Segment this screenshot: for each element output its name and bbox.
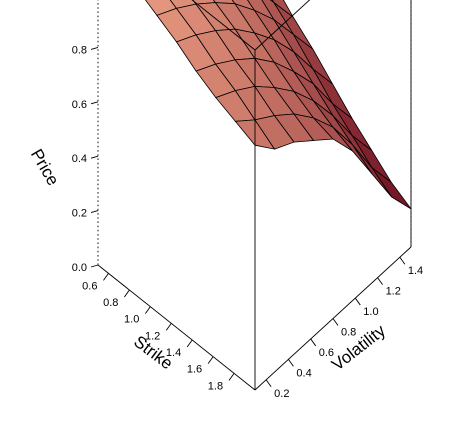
strike-tick-label: 1.6 (187, 364, 202, 376)
vol-tick-label: 0.6 (319, 347, 334, 359)
vol-tick-label: 0.8 (341, 327, 356, 339)
vol-tick (265, 379, 272, 388)
strike-tick (144, 306, 151, 314)
z-tick (90, 210, 99, 214)
strike-axis-line (97, 264, 256, 391)
strike-tick-label: 0.8 (103, 297, 118, 309)
strike-tick (103, 273, 109, 281)
z-tick (90, 101, 99, 105)
strike-tick-label: 1.0 (124, 314, 139, 326)
z-tick-label: 0.8 (72, 44, 87, 56)
vol-tick-label: 0.4 (296, 367, 311, 379)
strike-tick (228, 373, 235, 381)
strike-tick (207, 356, 214, 364)
strike-tick-label: 1.2 (145, 330, 160, 342)
vol-tick (332, 318, 339, 326)
z-tick-label: 1.0 (72, 0, 87, 2)
vol-tick-label: 1.0 (363, 306, 378, 318)
box-edge (191, 0, 256, 51)
strike-tick-label: 1.8 (208, 380, 223, 392)
strike-tick (165, 323, 172, 331)
z-tick-label: 0.6 (72, 99, 87, 111)
strike-tick-label: 1.4 (166, 347, 181, 359)
vol-tick (288, 359, 294, 367)
vol-tick (354, 297, 361, 306)
surface-facet (351, 135, 392, 183)
axes: 0.0 0.2 0.4 0.6 0.8 1.0 1.2 0.6 0.8 1.0 1.2 1.4 1.6 1… (72, 0, 423, 400)
z-axis-title: Price (27, 146, 63, 189)
z-tick-label: 0.0 (72, 262, 87, 274)
strike-tick (124, 289, 130, 298)
z-tick-label: 0.2 (72, 208, 87, 220)
vol-tick-label: 1.2 (386, 286, 401, 298)
vol-tick (310, 338, 317, 347)
strike-tick-label: 0.6 (82, 280, 97, 292)
z-tick (90, 264, 99, 268)
vol-tick-label: 0.2 (274, 388, 289, 400)
bounding-box-front (191, 0, 412, 390)
box-edge (254, 0, 311, 51)
vol-tick (377, 277, 383, 285)
strike-tick (186, 339, 193, 348)
vol-tick (399, 256, 406, 265)
vol-tick-label: 1.4 (408, 265, 423, 277)
price-surface (145, 0, 412, 210)
z-tick (90, 46, 99, 50)
z-tick (90, 155, 99, 159)
z-tick-label: 0.4 (72, 153, 87, 165)
volatility-axis-title: Volatility (328, 321, 389, 375)
surface-facet (371, 167, 412, 210)
